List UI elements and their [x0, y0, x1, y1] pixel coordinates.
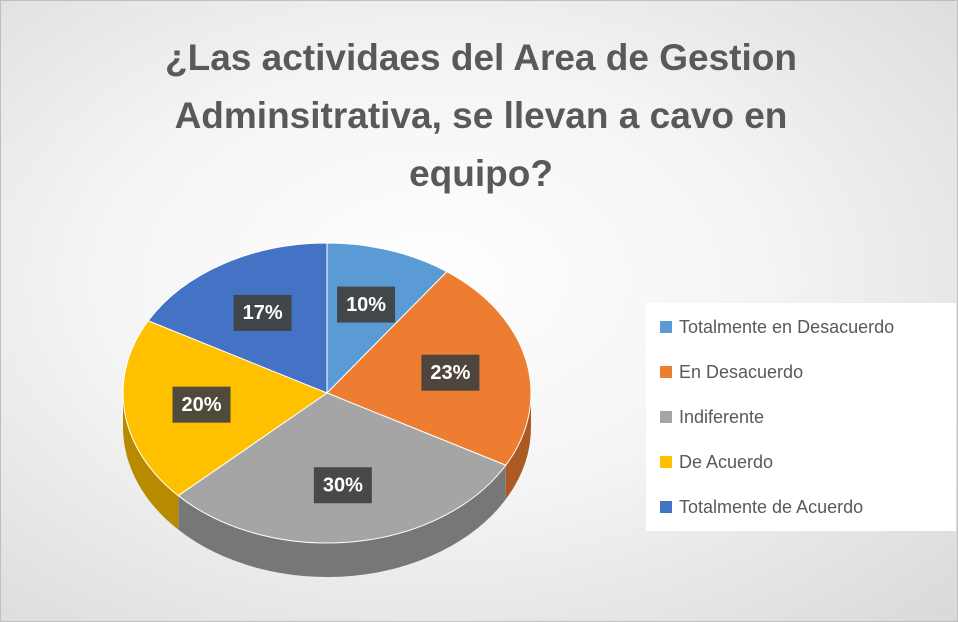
data-label-box: [233, 294, 292, 331]
data-label: 23%: [430, 362, 470, 384]
slice-side: [178, 465, 506, 577]
data-label: 30%: [323, 475, 363, 497]
legend-label: De Acuerdo: [679, 452, 773, 472]
legend-label: Totalmente en Desacuerdo: [679, 317, 894, 337]
legend-swatch: [660, 456, 672, 468]
legend-label: Indiferente: [679, 407, 764, 427]
data-label: 17%: [243, 302, 283, 324]
slice-side: [123, 393, 179, 530]
legend-swatch: [660, 321, 672, 333]
legend-box: [646, 303, 956, 531]
legend-label: En Desacuerdo: [679, 362, 803, 382]
data-label-box: [313, 467, 372, 504]
legend-swatch: [660, 366, 672, 378]
data-label-box: [337, 286, 396, 323]
legend-label: Totalmente de Acuerdo: [679, 497, 863, 517]
legend-swatch: [660, 411, 672, 423]
data-label-box: [421, 354, 480, 391]
data-label-box: [172, 386, 231, 423]
data-label: 10%: [346, 294, 386, 316]
slice-side: [505, 393, 531, 500]
data-label: 20%: [182, 394, 222, 416]
legend-swatch: [660, 501, 672, 513]
chart-title: ¿Las actividaes del Area de Gestion Admi…: [165, 37, 797, 194]
